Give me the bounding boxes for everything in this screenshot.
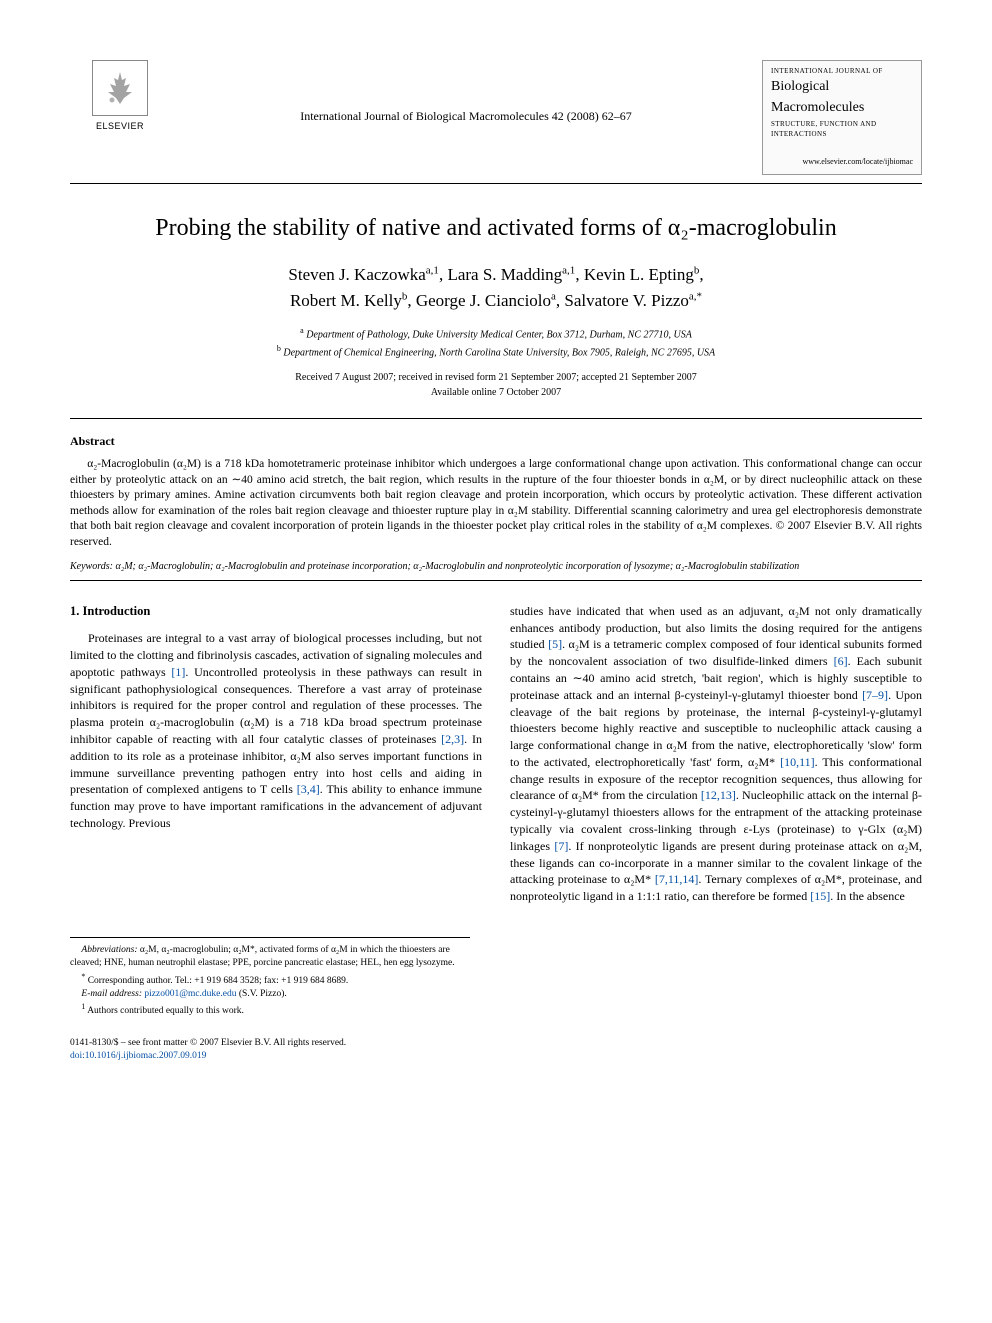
abstract-top-rule xyxy=(70,418,922,419)
intro-para-left: Proteinases are integral to a vast array… xyxy=(70,630,482,832)
abstract-heading: Abstract xyxy=(70,433,922,449)
doi-line: doi:10.1016/j.ijbiomac.2007.09.019 xyxy=(70,1050,922,1063)
affil-b-text: Department of Chemical Engineering, Nort… xyxy=(281,347,715,358)
abstract-text: α₂-Macroglobulin (α₂M) is a 718 kDa homo… xyxy=(70,457,922,550)
keywords-text: α₂M; α₂-Macroglobulin; α₂-Macroglobulin … xyxy=(113,561,799,572)
author-2: , Lara S. Madding xyxy=(439,265,562,284)
footnote-abbreviations: Abbreviations: α₂M, α₂-macroglobulin; α₂… xyxy=(70,944,470,971)
abbrev-label: Abbreviations: xyxy=(81,945,137,955)
body-columns: 1. Introduction Proteinases are integral… xyxy=(70,603,922,905)
journal-box-subtitle: STRUCTURE, FUNCTION AND INTERACTIONS xyxy=(771,120,913,139)
dates-received: Received 7 August 2007; received in revi… xyxy=(295,372,697,383)
email-label: E-mail address: xyxy=(81,989,142,999)
article-dates: Received 7 August 2007; received in revi… xyxy=(70,370,922,400)
journal-cover-box: INTERNATIONAL JOURNAL OF Biological Macr… xyxy=(762,60,922,175)
footnote-corresponding: * Corresponding author. Tel.: +1 919 684… xyxy=(70,971,470,988)
email-link[interactable]: pizzo001@mc.duke.edu xyxy=(142,989,237,999)
header-rule xyxy=(70,183,922,184)
affiliations-block: a Department of Pathology, Duke Universi… xyxy=(70,325,922,360)
journal-box-overline: INTERNATIONAL JOURNAL OF xyxy=(771,67,913,76)
author-2-affil: a,1 xyxy=(562,265,575,277)
author-6: , Salvatore V. Pizzo xyxy=(556,291,689,310)
abstract-bottom-rule xyxy=(70,580,922,581)
author-1: Steven J. Kaczowka xyxy=(288,265,425,284)
publisher-name: ELSEVIER xyxy=(96,120,144,132)
section-1-heading: 1. Introduction xyxy=(70,603,482,621)
column-left: 1. Introduction Proteinases are integral… xyxy=(70,603,482,905)
dates-online: Available online 7 October 2007 xyxy=(431,387,561,398)
author-4: Robert M. Kelly xyxy=(290,291,402,310)
footnotes-block: Abbreviations: α₂M, α₂-macroglobulin; α₂… xyxy=(70,937,470,1019)
author-6-affil: a,* xyxy=(689,290,702,302)
corr-text: Corresponding author. Tel.: +1 919 684 3… xyxy=(85,976,348,986)
column-right: studies have indicated that when used as… xyxy=(510,603,922,905)
keywords-label: Keywords: xyxy=(70,561,113,572)
keywords-block: Keywords: α₂M; α₂-Macroglobulin; α₂-Macr… xyxy=(70,560,922,574)
article-title: Probing the stability of native and acti… xyxy=(70,212,922,244)
copyright-line: 0141-8130/$ – see front matter © 2007 El… xyxy=(70,1037,922,1050)
doi-link[interactable]: doi:10.1016/j.ijbiomac.2007.09.019 xyxy=(70,1051,206,1061)
journal-reference: International Journal of Biological Macr… xyxy=(170,60,762,124)
authors-block: Steven J. Kaczowkaa,1, Lara S. Maddinga,… xyxy=(70,262,922,313)
journal-box-title1: Biological xyxy=(771,78,913,97)
elsevier-tree-icon xyxy=(92,60,148,116)
author-5: , George J. Cianciolo xyxy=(407,291,551,310)
journal-box-url: www.elsevier.com/locate/ijbiomac xyxy=(771,157,913,168)
journal-box-title2: Macromolecules xyxy=(771,99,913,118)
intro-para-right: studies have indicated that when used as… xyxy=(510,603,922,905)
equal-text: Authors contributed equally to this work… xyxy=(85,1007,244,1017)
email-tail: (S.V. Pizzo). xyxy=(237,989,287,999)
affil-a-text: Department of Pathology, Duke University… xyxy=(304,330,692,341)
author-3: , Kevin L. Epting xyxy=(575,265,694,284)
footnote-email: E-mail address: pizzo001@mc.duke.edu (S.… xyxy=(70,988,470,1001)
publisher-logo: ELSEVIER xyxy=(70,60,170,132)
author-1-affil: a,1 xyxy=(426,265,439,277)
footnote-equal-contrib: 1 Authors contributed equally to this wo… xyxy=(70,1001,470,1018)
page-header: ELSEVIER International Journal of Biolog… xyxy=(70,60,922,175)
footer-meta: 0141-8130/$ – see front matter © 2007 El… xyxy=(70,1037,922,1064)
